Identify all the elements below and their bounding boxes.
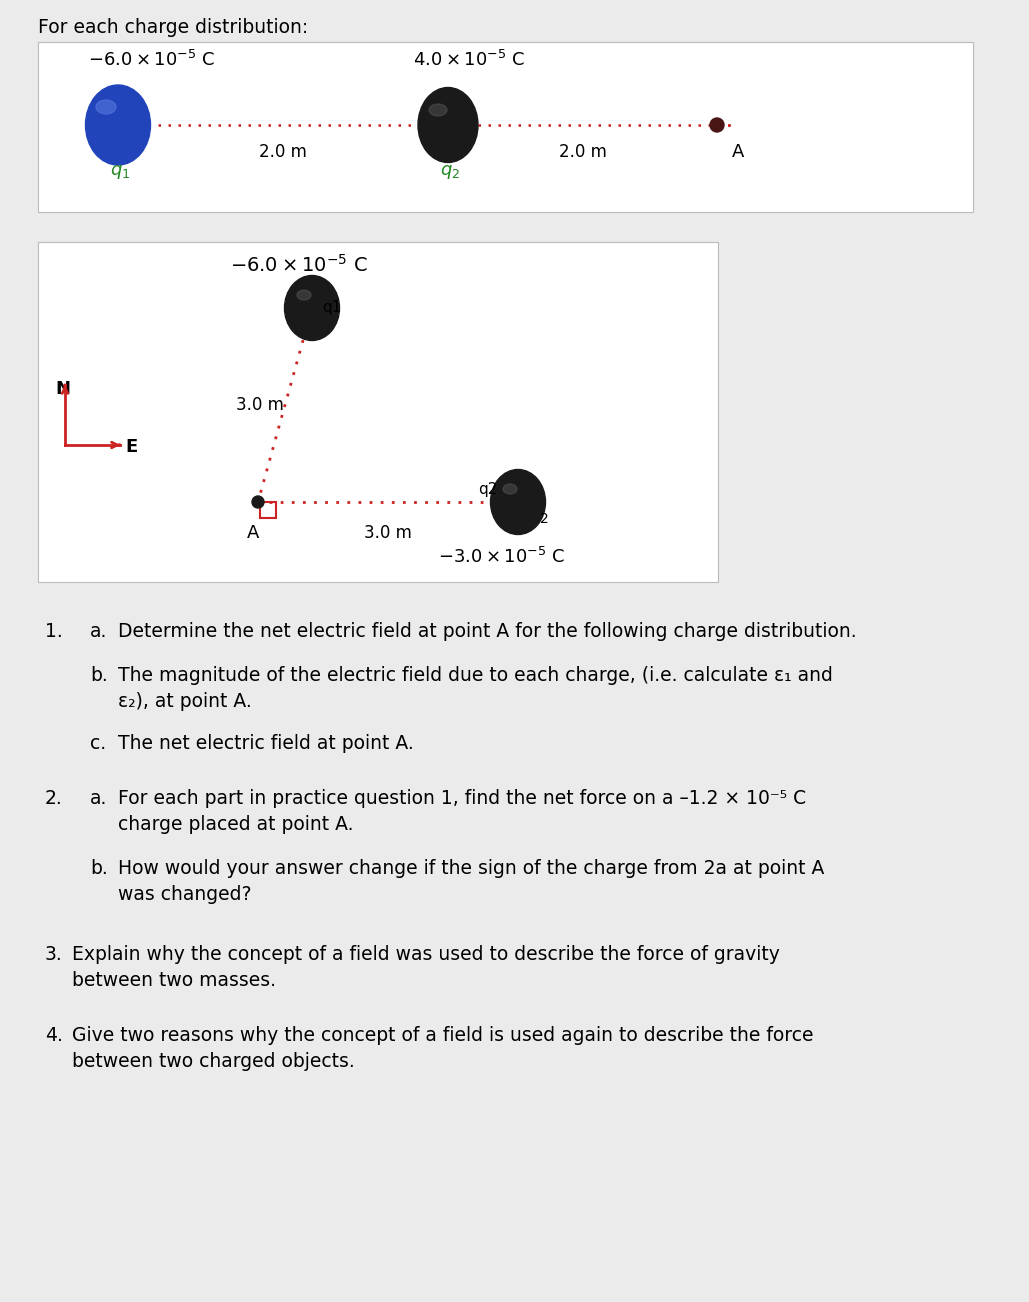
Text: $-6.0 \times 10^{-5}$ C: $-6.0 \times 10^{-5}$ C xyxy=(88,49,215,70)
Circle shape xyxy=(252,496,264,508)
Text: 4.: 4. xyxy=(45,1026,63,1046)
Text: Give two reasons why the concept of a field is used again to describe the force: Give two reasons why the concept of a fi… xyxy=(72,1026,814,1046)
Bar xyxy=(38,42,973,212)
Text: A: A xyxy=(247,523,259,542)
Text: N: N xyxy=(55,380,70,398)
Text: 2.: 2. xyxy=(45,789,63,809)
Text: 2: 2 xyxy=(540,512,548,526)
Text: $- 6.0 \times 10^{-5}$ C: $- 6.0 \times 10^{-5}$ C xyxy=(230,254,367,276)
Text: How would your answer change if the sign of the charge from 2a at point A: How would your answer change if the sign… xyxy=(118,859,824,878)
Text: The net electric field at point A.: The net electric field at point A. xyxy=(118,734,414,753)
Text: 2.0 m: 2.0 m xyxy=(259,143,307,161)
Bar xyxy=(260,503,276,518)
Ellipse shape xyxy=(429,104,447,116)
Text: b.: b. xyxy=(90,667,108,685)
Ellipse shape xyxy=(85,85,150,165)
Text: a.: a. xyxy=(90,622,107,641)
Text: 3.: 3. xyxy=(45,945,63,963)
Text: Explain why the concept of a field was used to describe the force of gravity: Explain why the concept of a field was u… xyxy=(72,945,780,963)
Text: $4.0 \times 10^{-5}$ C: $4.0 \times 10^{-5}$ C xyxy=(413,49,525,70)
Text: 1.: 1. xyxy=(45,622,63,641)
Text: $q_2$: $q_2$ xyxy=(440,163,460,181)
Text: between two charged objects.: between two charged objects. xyxy=(72,1052,355,1072)
Text: a.: a. xyxy=(90,789,107,809)
Circle shape xyxy=(710,118,724,132)
Text: between two masses.: between two masses. xyxy=(72,971,276,990)
Text: For each part in practice question 1, find the net force on a –1.2 × 10⁻⁵ C: For each part in practice question 1, fi… xyxy=(118,789,806,809)
Text: 3.0 m: 3.0 m xyxy=(364,523,412,542)
Ellipse shape xyxy=(418,87,478,163)
Text: q2: q2 xyxy=(478,482,497,497)
Text: c.: c. xyxy=(90,734,106,753)
Text: 3.0 m: 3.0 m xyxy=(236,396,284,414)
Bar xyxy=(38,242,718,582)
Text: Determine the net electric field at point A for the following charge distributio: Determine the net electric field at poin… xyxy=(118,622,856,641)
Text: $- 3.0 \times 10^{-5}$ C: $- 3.0 \times 10^{-5}$ C xyxy=(438,547,565,568)
Text: b.: b. xyxy=(90,859,108,878)
Text: q1: q1 xyxy=(322,299,342,315)
Text: ε₂), at point A.: ε₂), at point A. xyxy=(118,691,252,711)
Text: was changed?: was changed? xyxy=(118,885,251,904)
Text: A: A xyxy=(732,143,744,161)
Ellipse shape xyxy=(491,470,545,535)
Text: For each charge distribution:: For each charge distribution: xyxy=(38,18,309,36)
Text: charge placed at point A.: charge placed at point A. xyxy=(118,815,354,835)
Ellipse shape xyxy=(284,276,340,341)
Text: E: E xyxy=(125,437,137,456)
Ellipse shape xyxy=(297,290,311,299)
Text: $q_1$: $q_1$ xyxy=(110,163,131,181)
Text: 2.0 m: 2.0 m xyxy=(559,143,606,161)
Ellipse shape xyxy=(503,484,517,493)
Text: The magnitude of the electric field due to each charge, (i.e. calculate ε₁ and: The magnitude of the electric field due … xyxy=(118,667,832,685)
Ellipse shape xyxy=(96,100,116,115)
